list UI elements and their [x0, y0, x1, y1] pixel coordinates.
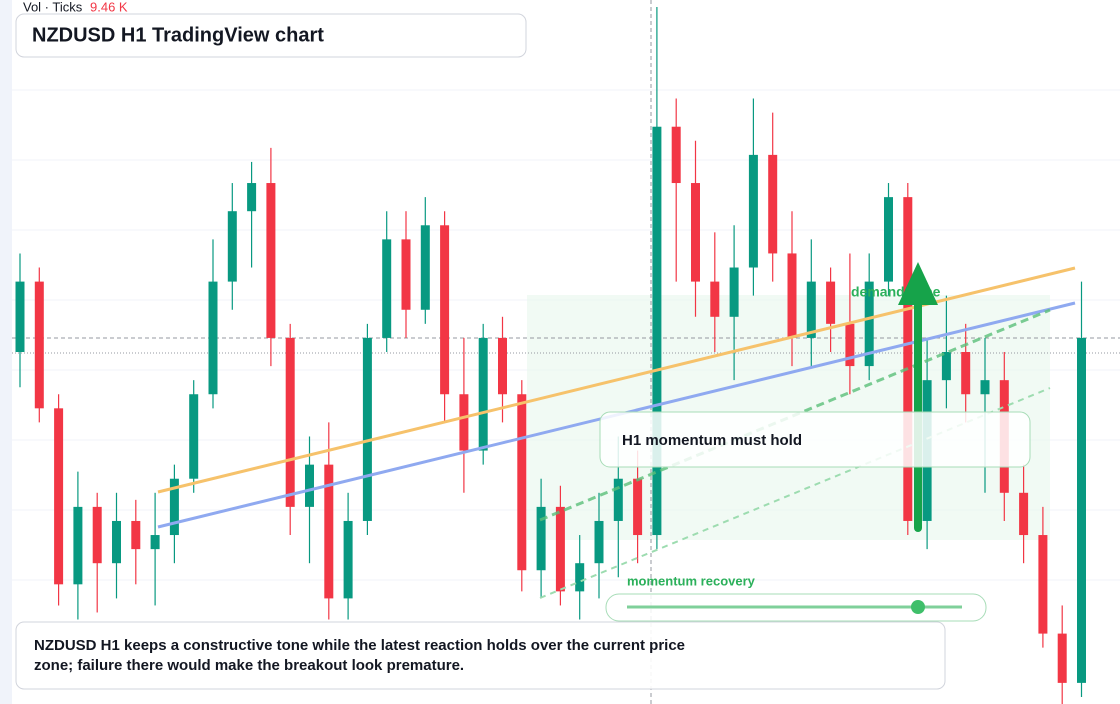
- candle-body: [189, 394, 199, 479]
- candle-body: [1019, 492, 1029, 536]
- candle-body: [613, 478, 623, 521]
- candle-body: [401, 239, 411, 310]
- candle-body: [247, 183, 257, 212]
- slider-knob[interactable]: [911, 600, 925, 614]
- callout-text: H1 momentum must hold: [622, 432, 802, 449]
- candle-body: [845, 323, 855, 367]
- candles: [15, 7, 1086, 704]
- candle-body: [864, 281, 874, 367]
- candle-body: [961, 352, 971, 395]
- indicator-label: Vol · Ticks: [23, 0, 83, 14]
- candle-body: [150, 535, 160, 550]
- candle-body: [1077, 337, 1086, 683]
- candle-body: [748, 154, 758, 268]
- callout-box: [599, 411, 1031, 468]
- candle-body: [903, 197, 913, 521]
- candle-body: [536, 506, 546, 571]
- candle-body: [478, 337, 488, 451]
- candle-body: [285, 337, 295, 507]
- candle-body: [691, 183, 700, 282]
- candle-body: [227, 211, 237, 282]
- candle-body: [941, 352, 951, 381]
- arrow-head: [898, 262, 938, 305]
- candle-body: [208, 281, 218, 395]
- candle-body: [362, 337, 372, 521]
- candle-body: [459, 394, 469, 451]
- candle-body: [305, 464, 314, 507]
- candle-body: [382, 239, 392, 338]
- candle-body: [131, 520, 141, 550]
- trend-line: [157, 266, 1076, 494]
- candle-body: [324, 464, 334, 599]
- left-strip: [0, 0, 12, 704]
- candle-body: [92, 506, 102, 564]
- channel-line: [539, 387, 1051, 599]
- chart-title: NZDUSD H1 TradingView chart: [32, 24, 324, 46]
- candle-body: [768, 154, 778, 254]
- candle-body: [594, 520, 604, 564]
- candle-body: [884, 197, 893, 282]
- caption: NZDUSD H1 keeps a constructive tone whil…: [34, 637, 686, 674]
- slider-label: momentum recovery: [627, 573, 756, 588]
- title-box: [15, 13, 527, 58]
- candle-body: [1038, 535, 1048, 634]
- candle-body: [826, 281, 836, 324]
- candle-body: [671, 126, 681, 184]
- caption-box: [15, 621, 946, 690]
- candle-body: [266, 183, 276, 338]
- candle-body: [15, 281, 25, 352]
- candle-body: [34, 281, 44, 409]
- candle-body: [498, 337, 507, 395]
- candle-body: [575, 563, 585, 592]
- indicator-value: 9.46 K: [90, 0, 128, 14]
- candle-body: [980, 380, 990, 395]
- candle-body: [787, 253, 797, 338]
- candle-body: [517, 394, 527, 571]
- candle-body: [633, 478, 643, 536]
- candle-body: [54, 408, 64, 585]
- candle-body: [112, 520, 121, 564]
- caption-wrap: NZDUSD H1 keeps a constructive tone whil…: [34, 637, 686, 674]
- candle-body: [555, 506, 565, 592]
- candle-body: [440, 225, 450, 395]
- candle-body: [806, 281, 816, 338]
- candle-body: [1057, 633, 1067, 683]
- candle-body: [73, 506, 83, 585]
- candle-body: [729, 267, 739, 317]
- candle-body: [420, 225, 430, 310]
- candle-body: [343, 520, 353, 599]
- candle-body: [710, 281, 720, 317]
- candle-body: [169, 478, 179, 536]
- candle-body: [652, 126, 662, 536]
